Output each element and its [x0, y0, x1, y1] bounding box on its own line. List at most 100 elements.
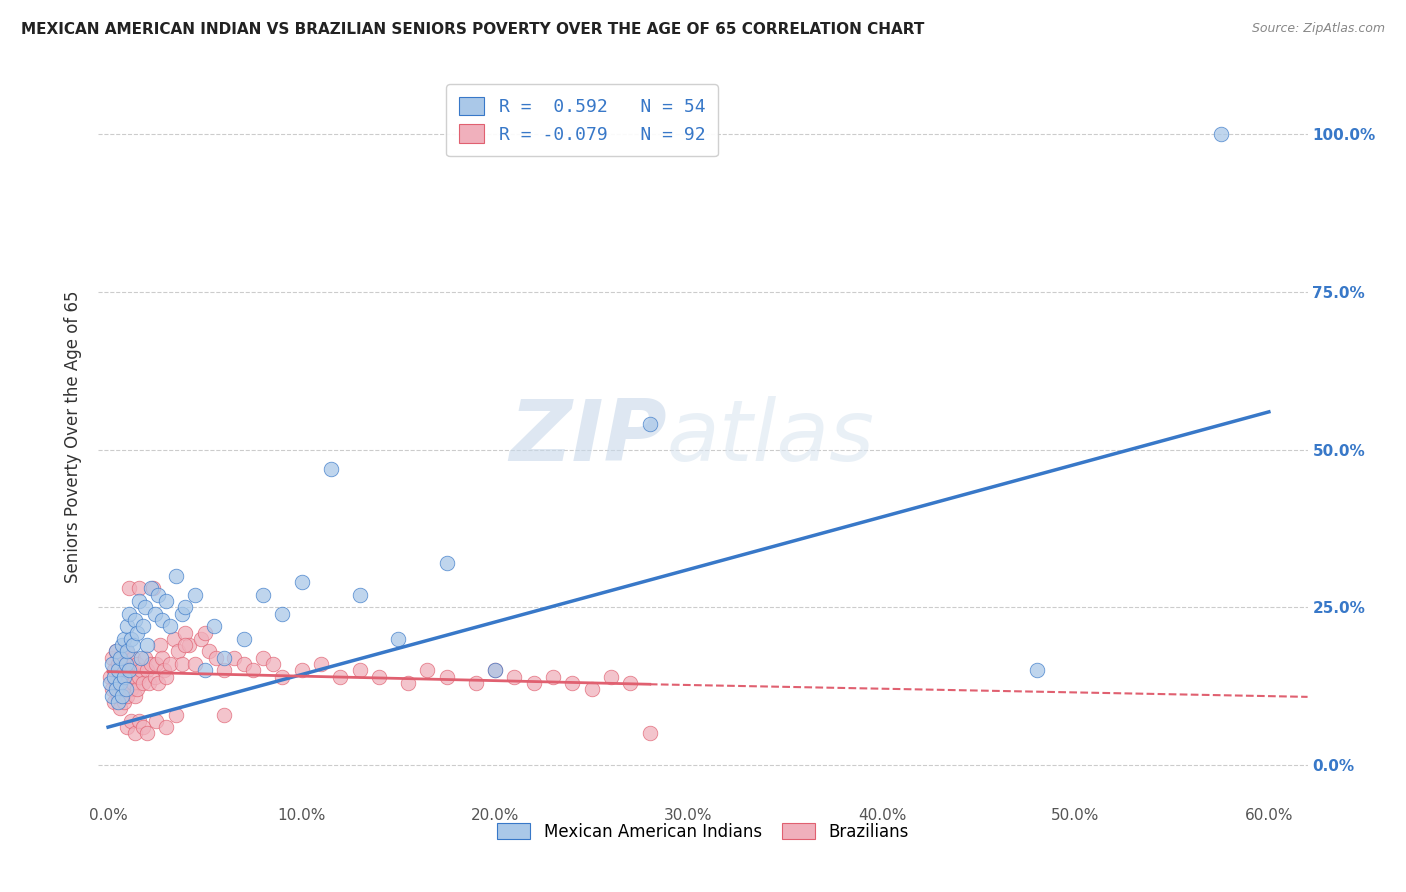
- Point: [143, 607, 166, 621]
- Point: [114, 644, 136, 658]
- Point: [1209, 128, 1232, 142]
- Text: ZIP: ZIP: [509, 395, 666, 479]
- Y-axis label: Seniors Poverty Over the Age of 65: Seniors Poverty Over the Age of 65: [65, 291, 83, 583]
- Point: [103, 670, 125, 684]
- Point: [118, 664, 141, 678]
- Point: [120, 664, 142, 678]
- Point: [349, 588, 371, 602]
- Point: [149, 638, 172, 652]
- Point: [104, 682, 127, 697]
- Point: [112, 670, 135, 684]
- Point: [159, 619, 181, 633]
- Point: [541, 670, 564, 684]
- Point: [108, 676, 131, 690]
- Point: [153, 664, 176, 678]
- Point: [232, 657, 254, 671]
- Point: [135, 638, 157, 652]
- Point: [107, 695, 129, 709]
- Point: [112, 664, 135, 678]
- Point: [108, 701, 131, 715]
- Point: [132, 619, 155, 633]
- Point: [190, 632, 212, 646]
- Point: [145, 657, 167, 671]
- Point: [103, 695, 125, 709]
- Point: [174, 600, 197, 615]
- Point: [127, 682, 149, 697]
- Point: [290, 664, 312, 678]
- Point: [319, 461, 342, 475]
- Point: [101, 657, 124, 671]
- Point: [194, 625, 217, 640]
- Text: MEXICAN AMERICAN INDIAN VS BRAZILIAN SENIORS POVERTY OVER THE AGE OF 65 CORRELAT: MEXICAN AMERICAN INDIAN VS BRAZILIAN SEN…: [21, 22, 925, 37]
- Point: [271, 670, 294, 684]
- Point: [107, 689, 129, 703]
- Point: [581, 682, 603, 697]
- Point: [204, 619, 226, 633]
- Point: [600, 670, 623, 684]
- Point: [212, 664, 235, 678]
- Point: [122, 650, 145, 665]
- Point: [107, 657, 129, 671]
- Point: [396, 676, 419, 690]
- Point: [148, 676, 170, 690]
- Point: [124, 613, 146, 627]
- Point: [503, 670, 526, 684]
- Point: [165, 569, 187, 583]
- Point: [128, 582, 150, 596]
- Point: [170, 607, 193, 621]
- Point: [128, 714, 150, 728]
- Point: [98, 676, 121, 690]
- Point: [117, 657, 139, 671]
- Point: [143, 670, 166, 684]
- Point: [101, 650, 124, 665]
- Point: [135, 726, 157, 740]
- Point: [111, 689, 134, 703]
- Point: [139, 657, 162, 671]
- Point: [145, 714, 167, 728]
- Point: [619, 676, 641, 690]
- Point: [101, 689, 124, 703]
- Point: [128, 670, 150, 684]
- Point: [179, 638, 201, 652]
- Point: [135, 664, 157, 678]
- Point: [638, 417, 661, 432]
- Point: [118, 670, 141, 684]
- Point: [117, 720, 139, 734]
- Point: [120, 632, 142, 646]
- Point: [387, 632, 409, 646]
- Point: [108, 670, 131, 684]
- Point: [368, 670, 391, 684]
- Point: [484, 664, 506, 678]
- Point: [170, 657, 193, 671]
- Point: [155, 720, 177, 734]
- Point: [122, 676, 145, 690]
- Point: [416, 664, 439, 678]
- Point: [242, 664, 264, 678]
- Point: [1025, 664, 1047, 678]
- Point: [212, 707, 235, 722]
- Point: [124, 726, 146, 740]
- Point: [464, 676, 486, 690]
- Point: [523, 676, 546, 690]
- Point: [349, 664, 371, 678]
- Point: [155, 670, 177, 684]
- Point: [101, 682, 124, 697]
- Point: [114, 657, 136, 671]
- Point: [128, 594, 150, 608]
- Point: [329, 670, 352, 684]
- Point: [134, 650, 156, 665]
- Point: [271, 607, 294, 621]
- Point: [197, 644, 219, 658]
- Point: [159, 657, 181, 671]
- Point: [309, 657, 332, 671]
- Point: [129, 650, 152, 665]
- Point: [212, 650, 235, 665]
- Point: [111, 682, 134, 697]
- Point: [165, 707, 187, 722]
- Point: [174, 638, 197, 652]
- Point: [134, 600, 156, 615]
- Point: [117, 689, 139, 703]
- Point: [166, 644, 188, 658]
- Point: [155, 594, 177, 608]
- Point: [290, 575, 312, 590]
